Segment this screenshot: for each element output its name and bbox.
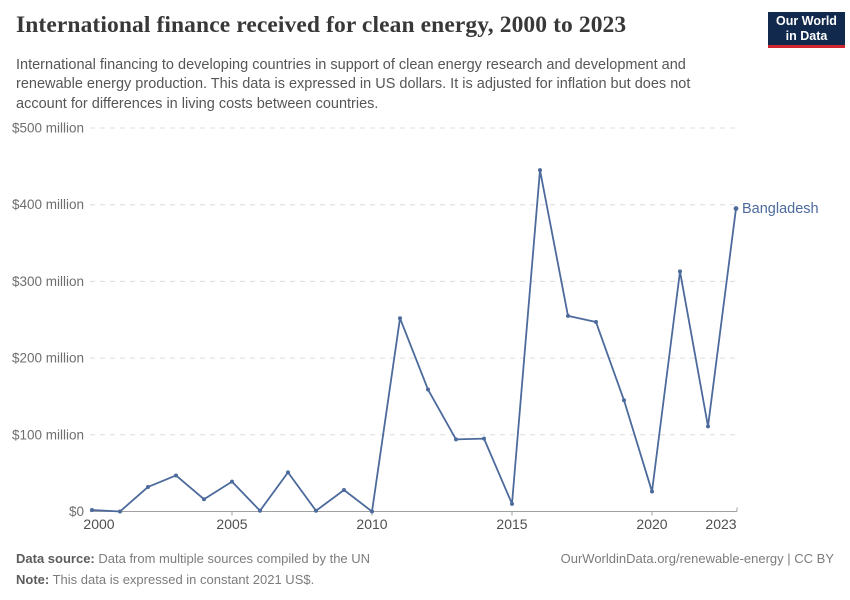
x-axis-label: 2015 bbox=[496, 516, 527, 532]
data-point bbox=[258, 508, 262, 513]
data-point bbox=[370, 509, 374, 514]
chart-subtitle: International financing to developing co… bbox=[16, 57, 691, 112]
data-point bbox=[622, 398, 626, 403]
data-point bbox=[174, 473, 178, 478]
data-source-label: Data source: bbox=[16, 551, 95, 566]
x-axis-label: 2000 bbox=[83, 516, 114, 532]
data-point bbox=[426, 387, 430, 392]
data-source-line: Data source: Data from multiple sources … bbox=[16, 551, 370, 566]
data-point bbox=[202, 497, 206, 502]
page-title: International finance received for clean… bbox=[16, 12, 627, 38]
data-point bbox=[398, 316, 402, 321]
y-axis-label: $300 million bbox=[12, 274, 84, 289]
data-point bbox=[566, 313, 570, 318]
note-text: This data is expressed in constant 2021 … bbox=[52, 572, 315, 587]
data-point bbox=[650, 489, 654, 494]
data-point bbox=[678, 269, 682, 274]
data-point bbox=[538, 168, 542, 173]
x-axis-label: 2023 bbox=[705, 516, 736, 532]
data-point bbox=[230, 479, 234, 484]
data-source-text: Data from multiple sources compiled by t… bbox=[98, 551, 371, 566]
data-point bbox=[314, 508, 318, 513]
y-axis-label: $400 million bbox=[12, 197, 84, 212]
note-line: Note: This data is expressed in constant… bbox=[16, 572, 314, 587]
y-axis-label: $200 million bbox=[12, 351, 84, 366]
data-point bbox=[146, 484, 150, 489]
y-axis-label: $500 million bbox=[12, 121, 84, 136]
x-axis-label: 2005 bbox=[216, 516, 247, 532]
y-axis-label: $0 bbox=[69, 504, 84, 519]
data-point bbox=[118, 509, 122, 514]
data-point bbox=[594, 320, 598, 325]
note-label: Note: bbox=[16, 572, 50, 587]
data-point bbox=[706, 424, 710, 429]
end-point bbox=[733, 206, 739, 211]
owid-logo: Our World in Data bbox=[768, 12, 845, 48]
data-point bbox=[286, 470, 290, 475]
x-axis-label: 2010 bbox=[356, 516, 387, 532]
data-point bbox=[454, 437, 458, 442]
entity-label-bangladesh: Bangladesh bbox=[742, 201, 819, 217]
data-point bbox=[342, 488, 346, 493]
data-point bbox=[90, 507, 94, 512]
chart-footer: Data source: Data from multiple sources … bbox=[0, 540, 850, 600]
data-point bbox=[482, 436, 486, 441]
footer-link[interactable]: OurWorldinData.org/renewable-energy | CC… bbox=[560, 551, 834, 566]
owid-logo-line1: Our World bbox=[776, 13, 837, 28]
x-axis-label: 2020 bbox=[636, 516, 667, 532]
data-point bbox=[510, 501, 514, 506]
bangladesh-line bbox=[91, 169, 737, 513]
y-axis-label: $100 million bbox=[12, 427, 84, 442]
owid-logo-line2: in Data bbox=[785, 28, 828, 43]
